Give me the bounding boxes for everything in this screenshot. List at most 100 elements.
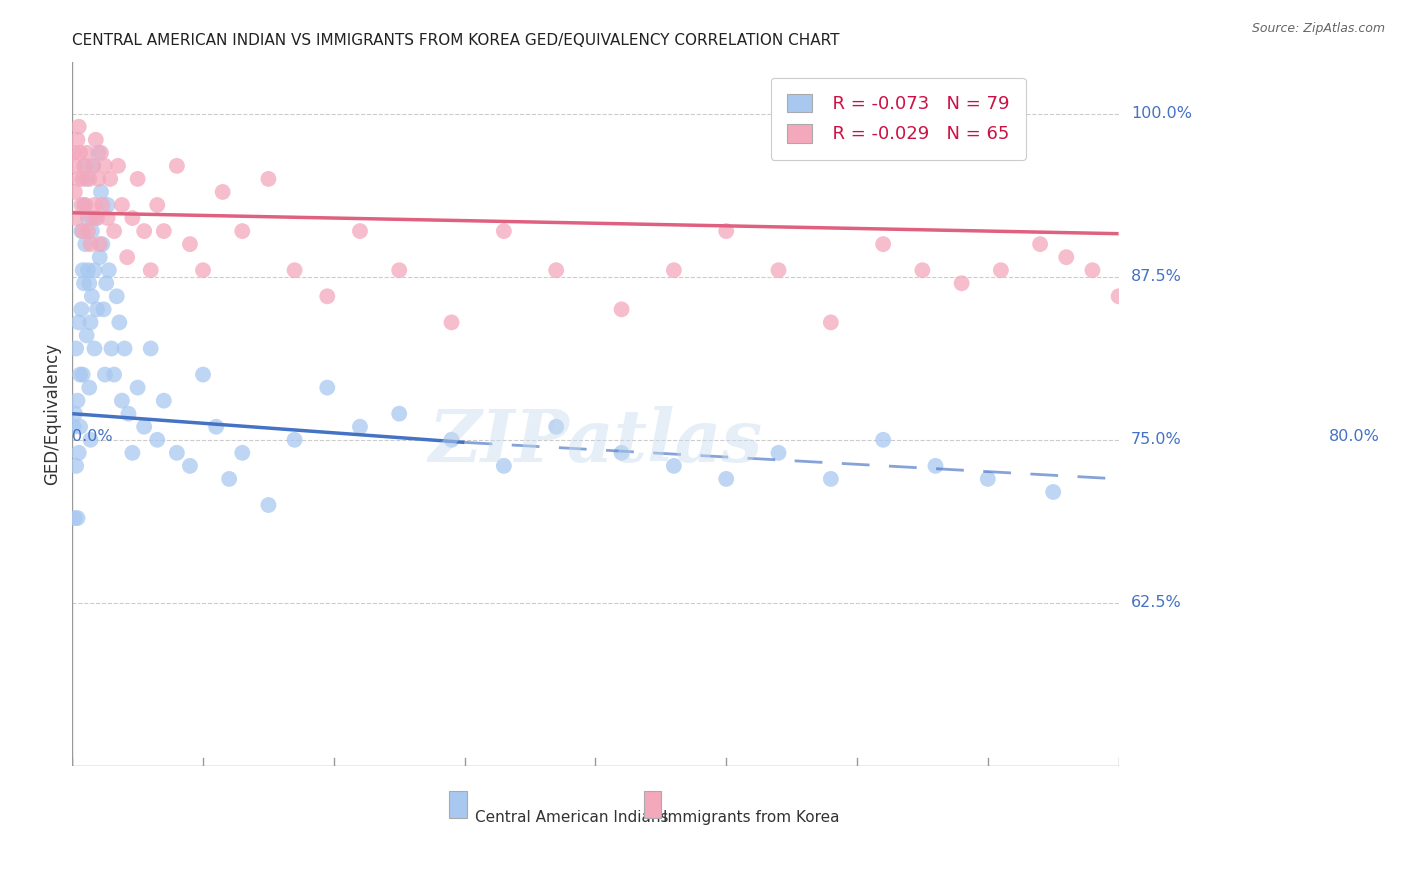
- Point: [62, 419, 84, 434]
- Point: [191, 263, 214, 277]
- Point: [80, 289, 103, 303]
- Point: [72, 172, 94, 186]
- Point: [924, 458, 946, 473]
- Text: Central American Indians: Central American Indians: [475, 810, 669, 824]
- Point: [103, 224, 125, 238]
- Point: [69, 145, 91, 160]
- Point: [67, 446, 90, 460]
- Point: [83, 342, 105, 356]
- Point: [91, 237, 114, 252]
- Point: [610, 446, 633, 460]
- Point: [83, 263, 105, 277]
- Point: [72, 224, 94, 238]
- Point: [66, 133, 89, 147]
- Point: [117, 407, 139, 421]
- Point: [80, 224, 103, 238]
- Point: [872, 433, 894, 447]
- Point: [349, 419, 371, 434]
- Point: [66, 393, 89, 408]
- Point: [166, 159, 188, 173]
- Point: [257, 172, 280, 186]
- Point: [72, 263, 94, 277]
- FancyBboxPatch shape: [449, 791, 467, 818]
- Point: [90, 145, 112, 160]
- Text: 0.0%: 0.0%: [72, 429, 112, 444]
- Point: [63, 511, 86, 525]
- Point: [94, 368, 117, 382]
- Point: [75, 159, 97, 173]
- Point: [86, 211, 108, 225]
- Point: [82, 159, 104, 173]
- Point: [152, 224, 174, 238]
- Point: [284, 433, 307, 447]
- Point: [492, 224, 515, 238]
- Point: [65, 211, 87, 225]
- Point: [115, 250, 138, 264]
- Point: [77, 277, 100, 291]
- Point: [127, 172, 149, 186]
- Point: [146, 198, 169, 212]
- Point: [127, 381, 149, 395]
- Point: [146, 433, 169, 447]
- Text: 87.5%: 87.5%: [1132, 269, 1182, 285]
- Point: [96, 277, 118, 291]
- Point: [440, 433, 463, 447]
- Point: [111, 198, 134, 212]
- Point: [77, 381, 100, 395]
- Point: [108, 315, 131, 329]
- Point: [67, 315, 90, 329]
- Point: [70, 198, 93, 212]
- Legend:   R = -0.073   N = 79,   R = -0.029   N = 65: R = -0.073 N = 79, R = -0.029 N = 65: [770, 78, 1026, 160]
- Point: [73, 159, 96, 173]
- Point: [139, 263, 162, 277]
- Text: CENTRAL AMERICAN INDIAN VS IMMIGRANTS FROM KOREA GED/EQUIVALENCY CORRELATION CHA: CENTRAL AMERICAN INDIAN VS IMMIGRANTS FR…: [72, 33, 839, 48]
- Point: [139, 342, 162, 356]
- Point: [77, 224, 100, 238]
- Point: [662, 458, 685, 473]
- Point: [610, 302, 633, 317]
- Point: [94, 159, 117, 173]
- Point: [546, 419, 568, 434]
- Point: [87, 172, 110, 186]
- Point: [69, 419, 91, 434]
- Point: [91, 198, 114, 212]
- Point: [546, 263, 568, 277]
- Point: [114, 342, 136, 356]
- Point: [768, 446, 790, 460]
- Point: [768, 263, 790, 277]
- Point: [990, 263, 1012, 277]
- Point: [872, 237, 894, 252]
- Point: [1029, 237, 1052, 252]
- Point: [166, 446, 188, 460]
- Point: [70, 302, 93, 317]
- Point: [662, 263, 685, 277]
- Point: [86, 302, 108, 317]
- Point: [73, 198, 96, 212]
- Point: [257, 498, 280, 512]
- Point: [87, 145, 110, 160]
- Point: [107, 159, 129, 173]
- Point: [79, 237, 101, 252]
- Point: [77, 211, 100, 225]
- Point: [76, 328, 98, 343]
- Point: [82, 159, 104, 173]
- Point: [62, 145, 84, 160]
- Point: [100, 342, 122, 356]
- Point: [191, 368, 214, 382]
- Point: [98, 172, 121, 186]
- Text: 62.5%: 62.5%: [1132, 595, 1182, 610]
- Point: [84, 133, 107, 147]
- Point: [211, 185, 233, 199]
- Text: Source: ZipAtlas.com: Source: ZipAtlas.com: [1251, 22, 1385, 36]
- Text: 100.0%: 100.0%: [1132, 106, 1192, 121]
- Point: [72, 368, 94, 382]
- Point: [716, 472, 738, 486]
- Point: [93, 302, 115, 317]
- Point: [69, 368, 91, 382]
- Point: [77, 172, 100, 186]
- Point: [77, 263, 100, 277]
- Point: [284, 263, 307, 277]
- Point: [75, 198, 97, 212]
- Point: [440, 315, 463, 329]
- Point: [96, 198, 118, 212]
